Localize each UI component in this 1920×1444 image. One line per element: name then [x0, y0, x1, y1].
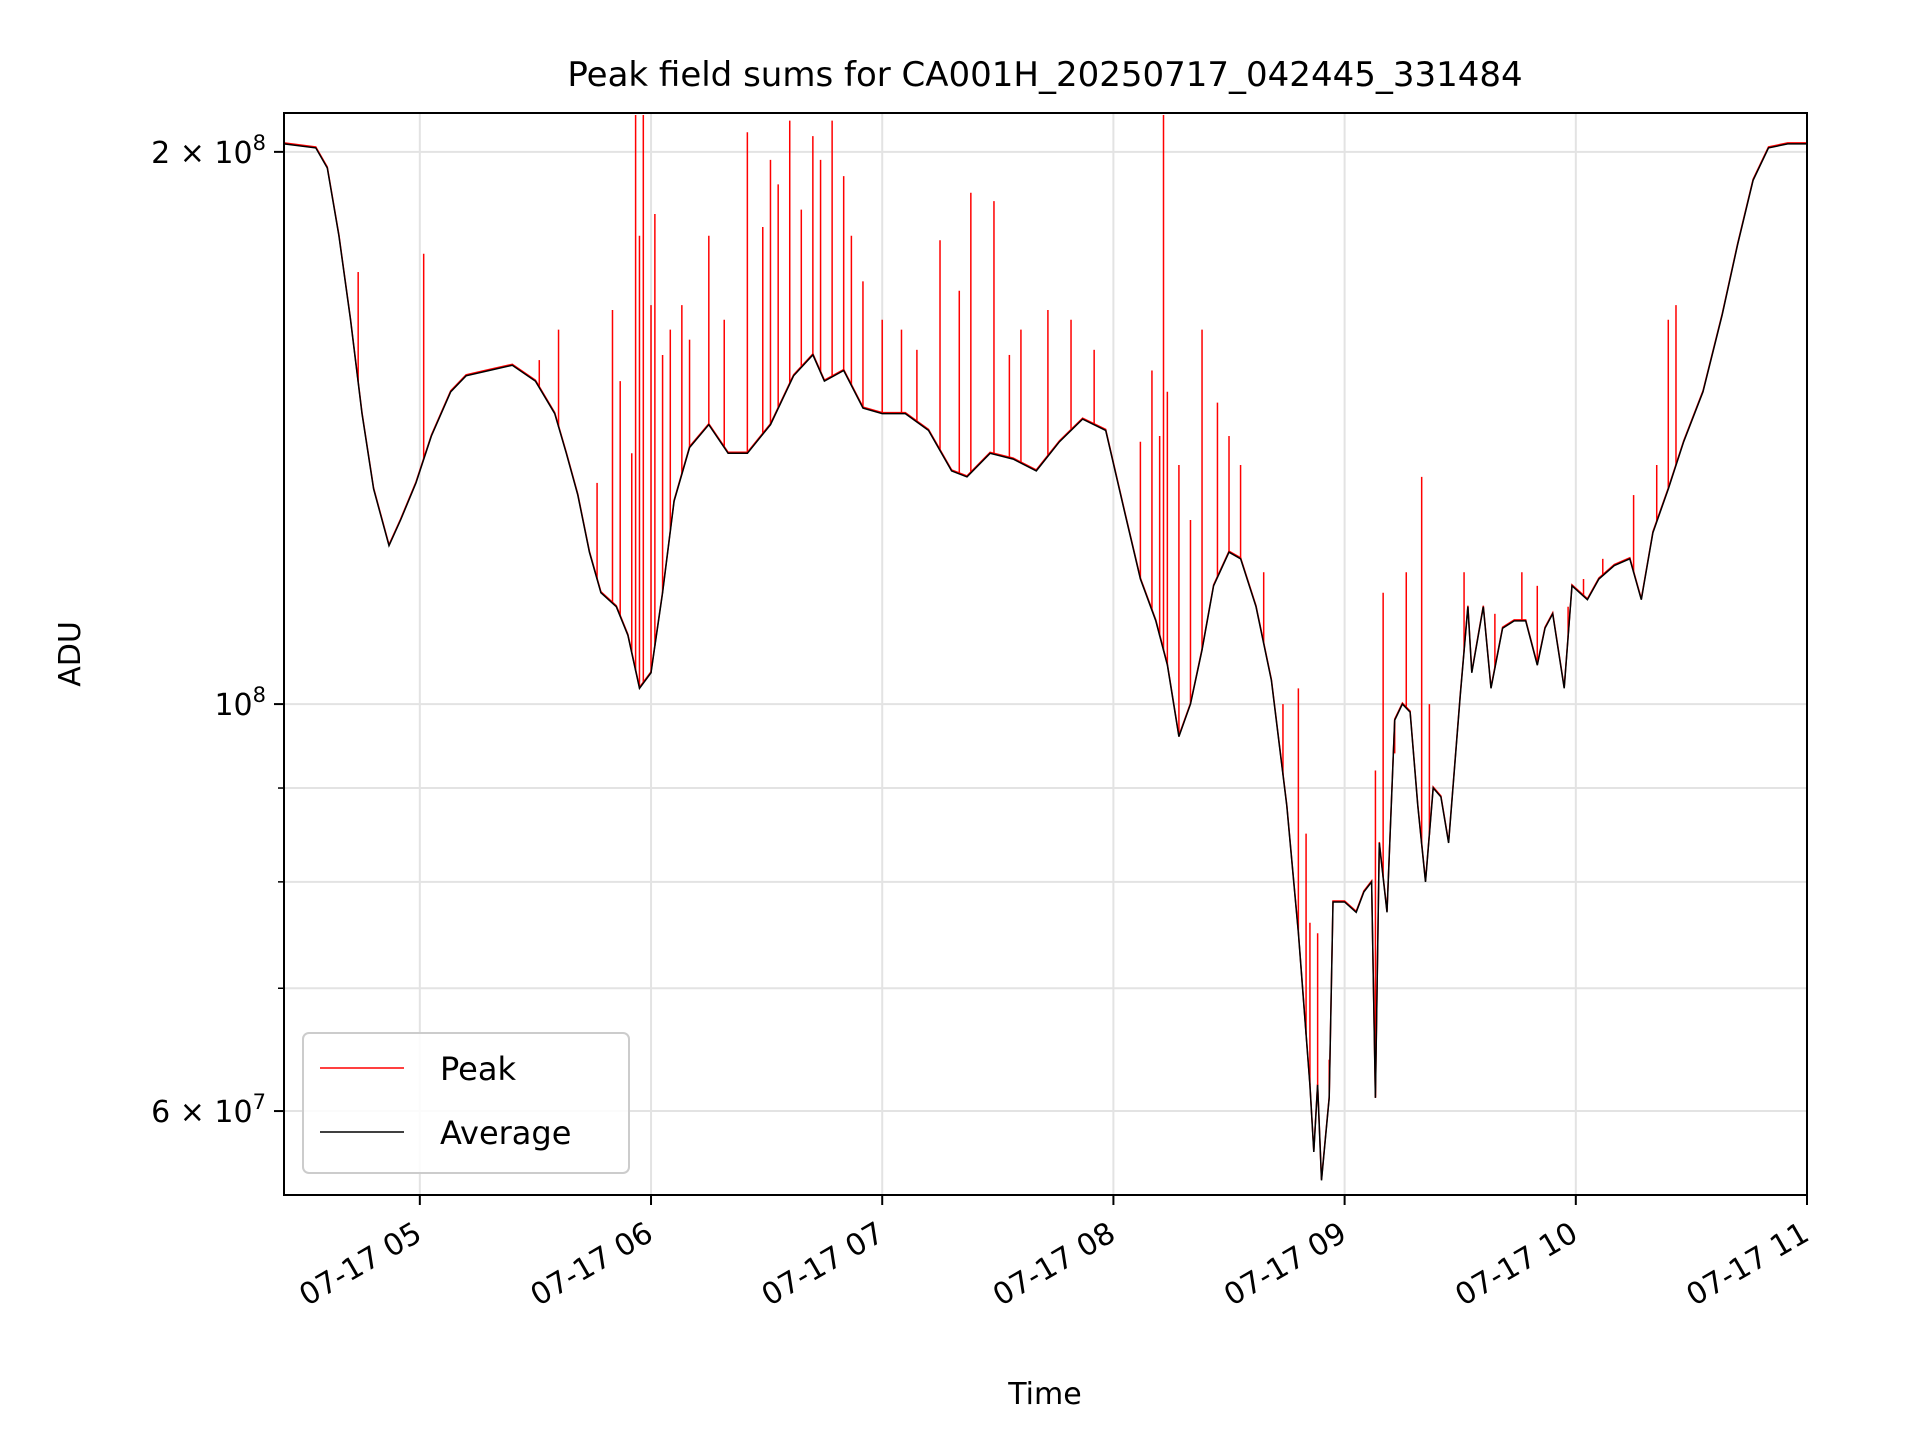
x-tick-label: 07-17 08	[987, 1216, 1121, 1314]
x-axis-label: Time	[1007, 1377, 1081, 1412]
y-tick-label: 2 × 108	[151, 131, 266, 171]
plot-frame	[283, 112, 1808, 1196]
x-tick-label: 07-17 07	[756, 1216, 890, 1314]
series-average-line	[283, 143, 1807, 1181]
y-tick-label: 108	[214, 683, 266, 723]
x-tick-label: 07-17 11	[1681, 1216, 1815, 1314]
grid-layer	[284, 113, 1808, 1195]
legend: Peak Average	[302, 1032, 630, 1174]
y-axis-label: ADU	[53, 621, 88, 687]
x-tick-label: 07-17 05	[294, 1216, 428, 1314]
x-tick-label: 07-17 09	[1218, 1216, 1352, 1314]
series-layer	[283, 115, 1807, 1181]
x-axis-ticks: 07-17 05 07-17 06 07-17 07 07-17 08 07-17 09…	[294, 1195, 1815, 1313]
y-axis-ticks: 6 × 107 108 2 × 108	[151, 131, 284, 1130]
chart-title: Peak field sums for CA001H_20250717_0424…	[567, 55, 1522, 95]
series-peak-line	[283, 142, 1807, 1180]
x-tick-label: 07-17 10	[1449, 1216, 1583, 1314]
x-tick-label: 07-17 06	[525, 1216, 659, 1314]
legend-peak-label: Peak	[440, 1050, 516, 1088]
legend-average-label: Average	[440, 1114, 571, 1152]
y-tick-label: 6 × 107	[151, 1090, 266, 1130]
